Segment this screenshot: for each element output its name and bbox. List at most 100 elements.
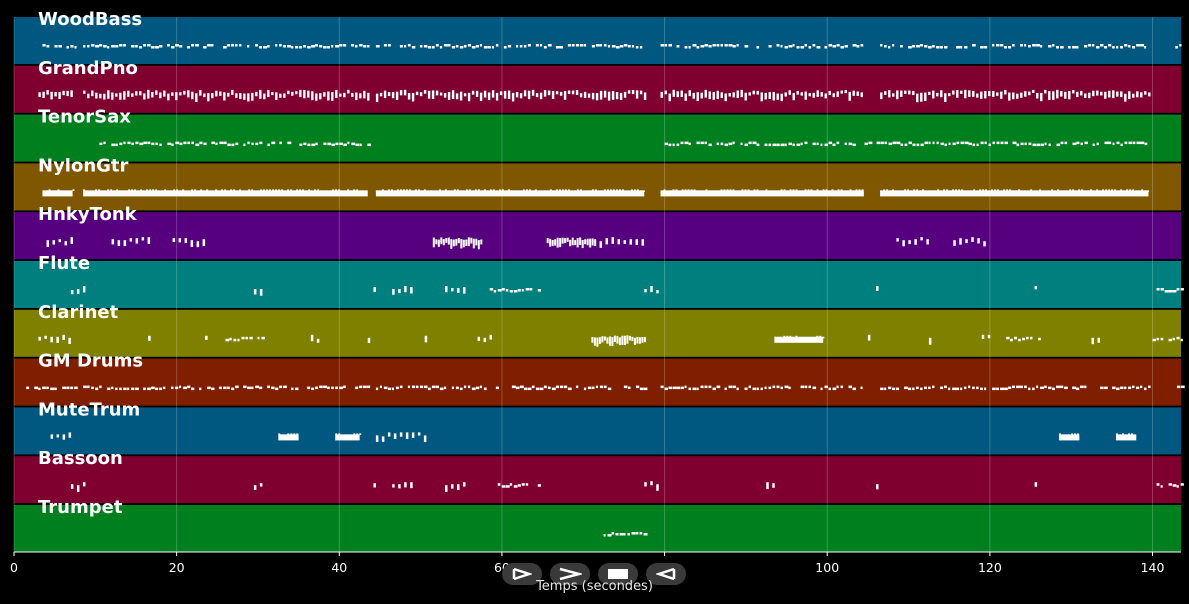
- note: [483, 387, 487, 391]
- note: [1036, 92, 1039, 99]
- note: [1172, 337, 1175, 341]
- note: [856, 91, 859, 96]
- note: [206, 189, 209, 191]
- note: [417, 432, 421, 436]
- note: [804, 336, 807, 339]
- note: [1123, 190, 1126, 192]
- note: [467, 92, 471, 102]
- note: [92, 190, 95, 192]
- note: [523, 387, 528, 391]
- note: [426, 190, 429, 192]
- note: [824, 46, 828, 49]
- track-lane-grandpno: [14, 65, 1181, 113]
- note: [375, 435, 379, 443]
- note: [672, 386, 677, 390]
- note: [1138, 190, 1141, 192]
- note: [900, 90, 903, 97]
- note: [463, 482, 466, 487]
- note: [475, 90, 479, 97]
- note: [441, 190, 444, 192]
- note: [822, 189, 825, 191]
- note: [179, 92, 182, 96]
- note: [627, 45, 631, 48]
- track-label-gm-drums: GM Drums: [38, 351, 143, 372]
- note: [381, 189, 384, 191]
- note: [187, 385, 191, 389]
- note: [619, 533, 624, 536]
- note: [732, 189, 735, 191]
- note: [904, 386, 908, 390]
- note: [451, 90, 455, 99]
- note: [1168, 290, 1173, 293]
- note: [373, 483, 376, 488]
- note: [816, 335, 819, 338]
- note: [470, 237, 473, 244]
- note: [287, 90, 290, 95]
- note: [279, 44, 282, 47]
- note: [628, 335, 631, 341]
- note: [601, 336, 604, 343]
- note: [445, 485, 448, 492]
- note: [1088, 92, 1091, 99]
- note: [944, 93, 947, 103]
- note: [1064, 91, 1067, 99]
- note: [559, 385, 564, 389]
- note: [399, 45, 403, 48]
- stop-button[interactable]: [598, 563, 638, 585]
- note: [1148, 385, 1151, 389]
- note: [489, 288, 494, 291]
- note: [800, 142, 803, 146]
- note: [556, 237, 559, 248]
- note: [1033, 190, 1036, 192]
- note: [623, 240, 627, 244]
- note: [62, 334, 65, 340]
- note: [608, 336, 611, 346]
- note: [315, 44, 319, 47]
- note: [83, 385, 87, 389]
- note: [824, 143, 829, 147]
- note: [299, 189, 302, 191]
- note: [237, 338, 240, 342]
- note: [76, 485, 80, 493]
- note: [87, 93, 90, 99]
- note: [350, 190, 353, 192]
- note: [1087, 190, 1090, 192]
- note: [147, 387, 151, 391]
- note: [158, 190, 161, 192]
- note: [483, 90, 487, 98]
- note: [639, 90, 643, 95]
- note: [299, 143, 303, 147]
- tick-label: 140: [1141, 560, 1165, 575]
- track-lane-woodbass: [14, 17, 1181, 64]
- note: [343, 385, 346, 389]
- note: [515, 91, 519, 98]
- note: [912, 143, 916, 147]
- note: [555, 46, 560, 49]
- fast-forward-button[interactable]: [550, 563, 590, 585]
- note: [393, 190, 396, 192]
- note: [135, 141, 139, 145]
- note: [876, 141, 881, 145]
- note: [860, 44, 864, 47]
- note: [56, 336, 59, 343]
- note: [788, 142, 792, 146]
- note: [561, 189, 564, 191]
- note: [253, 485, 257, 490]
- note: [760, 387, 763, 391]
- note: [395, 91, 399, 100]
- note: [680, 141, 684, 145]
- note: [813, 336, 816, 339]
- note: [916, 45, 920, 48]
- note: [151, 386, 155, 390]
- note: [51, 190, 54, 192]
- play-button[interactable]: [502, 563, 542, 585]
- note: [497, 483, 501, 486]
- rewind-button[interactable]: [646, 563, 686, 585]
- note: [143, 44, 147, 47]
- note: [952, 189, 955, 191]
- note: [555, 189, 558, 191]
- note: [996, 92, 999, 96]
- note: [529, 288, 533, 291]
- note: [615, 46, 620, 49]
- note: [579, 44, 584, 47]
